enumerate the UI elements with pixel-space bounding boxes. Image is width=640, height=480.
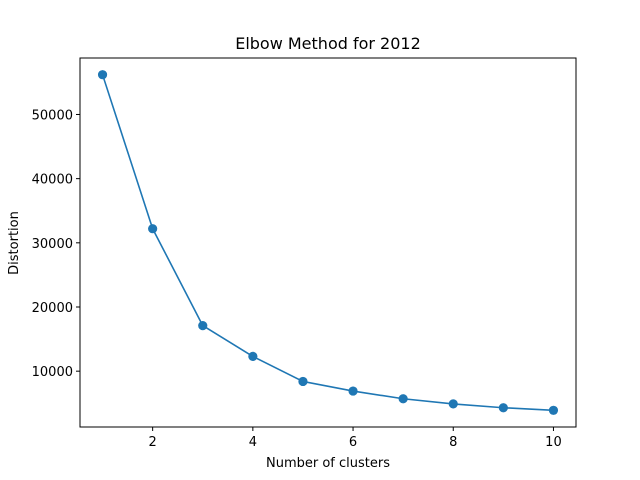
- x-tick-label: 6: [349, 435, 357, 450]
- y-axis-label: Distortion: [7, 211, 22, 275]
- data-point: [148, 224, 158, 234]
- series-line: [101, 73, 555, 412]
- y-tick-label: 20000: [32, 301, 73, 316]
- y-tick-label: 50000: [32, 108, 73, 123]
- x-axis: 2 4 6 8 10: [149, 427, 562, 450]
- y-tick-label: 40000: [32, 173, 73, 188]
- y-tick-label: 10000: [32, 365, 73, 380]
- data-point: [348, 386, 358, 396]
- y-tick-label: 30000: [32, 237, 73, 252]
- data-point: [398, 394, 408, 404]
- data-point: [198, 321, 208, 331]
- data-point: [548, 405, 559, 415]
- data-layer: [97, 70, 559, 415]
- y-axis: 10000 20000 30000 40000 50000: [32, 108, 80, 380]
- x-tick-label: 8: [449, 435, 457, 450]
- x-tick-label: 10: [545, 435, 562, 450]
- data-point: [448, 399, 458, 409]
- x-tick-label: 4: [249, 435, 257, 450]
- plot-area: [79, 57, 577, 428]
- plot-frame: [80, 58, 576, 427]
- x-tick-label: 2: [149, 435, 157, 450]
- data-point: [248, 351, 258, 362]
- data-point: [498, 403, 508, 413]
- x-axis-label: Number of clusters: [266, 456, 390, 471]
- data-point: [298, 376, 308, 387]
- data-point: [97, 70, 108, 80]
- chart-title: Elbow Method for 2012: [235, 34, 421, 53]
